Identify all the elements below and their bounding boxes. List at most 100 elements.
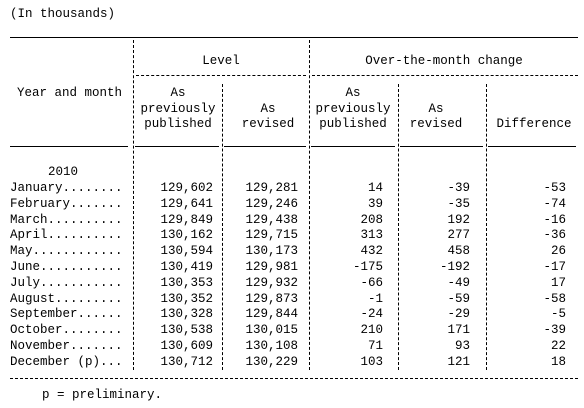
cell: 130,108 (245, 339, 298, 353)
cell: 129,873 (245, 291, 298, 306)
cell: -59 (447, 291, 470, 306)
cell: 208 (360, 212, 383, 227)
column-header: previously (315, 101, 391, 116)
cell: 103 (360, 354, 383, 369)
cell: 130,352 (160, 291, 213, 306)
cell: 17 (550, 275, 566, 290)
cell: 130,015 (245, 323, 298, 338)
cell: 130,419 (160, 260, 213, 274)
cell: 22 (550, 339, 566, 353)
cell: 277 (447, 228, 470, 243)
cell: -16 (543, 212, 566, 227)
cell: 210 (360, 323, 383, 338)
column-header: As (428, 101, 444, 116)
group-rule (136, 75, 306, 76)
row-label: May............ (10, 244, 123, 259)
cell: 130,538 (160, 323, 213, 338)
cell: -35 (447, 196, 470, 211)
row-label: August......... (10, 291, 123, 306)
cell: -1 (367, 291, 383, 306)
cell: -39 (543, 323, 566, 338)
header-underline (224, 146, 306, 147)
cell: 129,438 (245, 212, 298, 227)
cell: 14 (367, 181, 383, 195)
cell: -53 (543, 181, 566, 195)
cell: 129,932 (245, 275, 298, 290)
column-header: published (319, 117, 387, 131)
group-header: Over-the-month change (365, 54, 523, 68)
rule (10, 37, 578, 38)
cell: -74 (543, 196, 566, 211)
column-rule (133, 40, 134, 370)
cell: 130,594 (160, 244, 213, 259)
cell: -58 (543, 291, 566, 306)
row-label: March.......... (10, 212, 123, 227)
column-header: revised (241, 117, 295, 131)
cell: 129,602 (160, 181, 213, 195)
group-rule (312, 75, 578, 76)
cell: 130,353 (160, 275, 213, 290)
cell: 130,173 (245, 244, 298, 259)
column-rule (398, 84, 399, 370)
year: 2010 (48, 165, 79, 179)
column-header: revised (409, 117, 463, 131)
group-header: Level (202, 54, 240, 68)
header-underline (10, 146, 128, 147)
cell: 129,715 (245, 228, 298, 243)
cell: 26 (550, 244, 566, 259)
header-underline (135, 146, 219, 147)
cell: 93 (454, 339, 470, 353)
column-rule (309, 40, 310, 370)
row-label: April.......... (10, 228, 123, 243)
footnote: p = preliminary. (42, 388, 163, 402)
row-label: February....... (10, 196, 123, 211)
row-label: September...... (10, 307, 123, 322)
stub-header: Year and month (17, 86, 123, 100)
cell: 171 (447, 323, 470, 338)
cell: 432 (360, 244, 383, 259)
cell: 313 (360, 228, 383, 243)
header-underline (311, 146, 395, 147)
cell: 130,162 (160, 228, 213, 243)
column-rule (222, 84, 223, 370)
cell: 129,641 (160, 196, 213, 211)
cell: 129,844 (245, 307, 298, 322)
column-header: published (144, 117, 212, 131)
row-label: November....... (10, 339, 123, 353)
cell: 71 (367, 339, 383, 353)
cell: -5 (550, 307, 566, 322)
cell: 130,328 (160, 307, 213, 322)
cell: -17 (543, 260, 566, 274)
cell: 458 (447, 244, 470, 259)
cell: 129,281 (245, 181, 298, 195)
cell: 129,981 (245, 260, 298, 274)
cell: 129,849 (160, 212, 213, 227)
header-underline (488, 146, 576, 147)
cell: -192 (439, 260, 470, 274)
cell: -175 (352, 260, 383, 274)
cell: -39 (447, 181, 470, 195)
note: (In thousands) (10, 7, 116, 21)
cell: -66 (360, 275, 383, 290)
cell: 18 (550, 354, 566, 369)
cell: 192 (447, 212, 470, 227)
column-header: As (260, 101, 276, 116)
cell: 130,712 (160, 354, 213, 369)
cell: -24 (360, 307, 383, 322)
column-header: Difference (496, 117, 572, 131)
row-label: December (p)... (10, 354, 123, 369)
row-label: June........... (10, 260, 123, 274)
cell: 129,246 (245, 196, 298, 211)
row-label: October........ (10, 323, 123, 338)
column-header: As (345, 86, 361, 100)
column-header: previously (140, 101, 216, 116)
cell: 121 (447, 354, 470, 369)
column-header: As (170, 86, 186, 100)
cell: -29 (447, 307, 470, 322)
cell: 130,229 (245, 354, 298, 369)
header-underline (400, 146, 483, 147)
row-label: January........ (10, 181, 123, 195)
column-rule (486, 84, 487, 370)
cell: -49 (447, 275, 470, 290)
